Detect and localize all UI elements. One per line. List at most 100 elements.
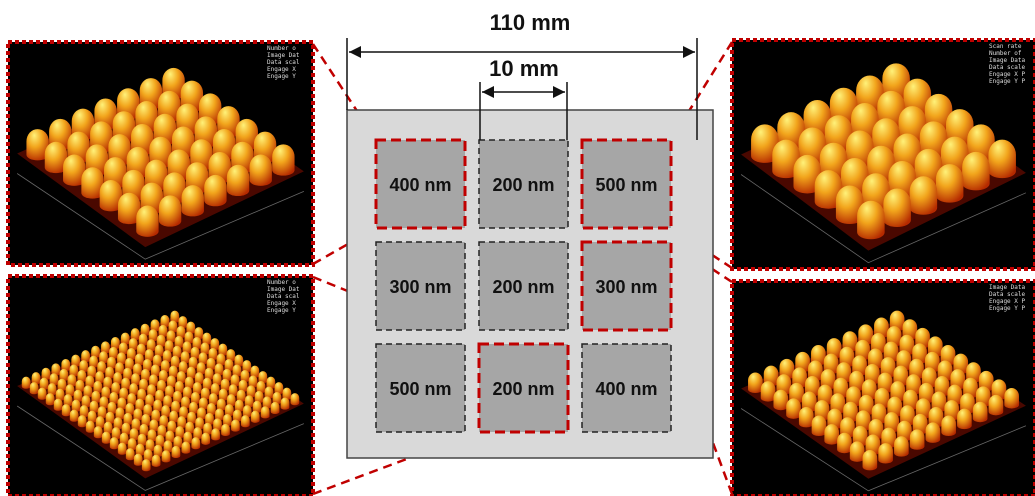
pillar xyxy=(251,411,260,423)
scan-info: Number o xyxy=(267,279,296,286)
pillar xyxy=(799,407,814,427)
afm-panel: Image DataData scaleEngage X PEngage Y P xyxy=(732,281,1035,496)
scan-info: Number o xyxy=(267,45,296,52)
pillar xyxy=(126,448,135,460)
pillar xyxy=(94,426,103,438)
pillar xyxy=(191,437,200,449)
pillar xyxy=(152,455,161,467)
pillar xyxy=(38,388,47,400)
pillar xyxy=(837,433,852,453)
pillar xyxy=(62,404,71,416)
inner-dimension: 10 mm xyxy=(489,56,559,81)
scan-info: Engage X P xyxy=(989,298,1026,305)
cell-label: 300 nm xyxy=(595,277,657,297)
scan-info: Engage X xyxy=(267,300,296,307)
scan-info: Image Dat xyxy=(267,52,300,59)
pillar xyxy=(110,437,119,449)
scan-info: Data scal xyxy=(267,293,300,300)
pillar xyxy=(134,454,143,466)
pillar xyxy=(231,419,240,431)
cell-label: 300 nm xyxy=(389,277,451,297)
afm-panel: Number oImage DatData scalEngage XEngage… xyxy=(8,276,313,496)
pillar xyxy=(973,402,988,422)
pillar xyxy=(221,424,230,436)
pillar xyxy=(46,393,55,405)
pillar xyxy=(30,382,39,394)
pillar xyxy=(910,176,938,215)
pillar xyxy=(241,415,250,427)
scan-info: Engage Y xyxy=(267,73,296,80)
pillar xyxy=(201,433,210,445)
scan-info: Image Dat xyxy=(267,286,300,293)
pillar xyxy=(281,397,290,409)
scan-info: Data scal xyxy=(267,59,300,66)
scan-info: Image Data xyxy=(989,57,1026,64)
pillar xyxy=(748,373,763,393)
pillar xyxy=(204,175,226,206)
cell-label: 500 nm xyxy=(595,175,657,195)
pillar xyxy=(182,185,204,216)
pillar xyxy=(878,443,893,463)
cell-label: 200 nm xyxy=(492,175,554,195)
pillar xyxy=(989,395,1004,415)
scan-info: Image Data xyxy=(989,284,1026,291)
scan-info: Data scale xyxy=(989,64,1026,71)
pillar xyxy=(894,436,909,456)
pillar xyxy=(22,377,31,389)
pillar xyxy=(883,189,911,228)
pillar xyxy=(182,441,191,453)
pillar xyxy=(211,428,220,440)
scan-info: Engage X xyxy=(267,66,296,73)
pillar xyxy=(910,429,925,449)
pillar xyxy=(136,206,158,237)
pillar xyxy=(172,446,181,458)
pillar xyxy=(936,164,964,203)
cell-label: 400 nm xyxy=(389,175,451,195)
scan-info: Scan rate xyxy=(989,43,1022,50)
pillar xyxy=(118,443,127,455)
pillar xyxy=(773,390,788,410)
pillar xyxy=(250,155,272,186)
cell-grid: 400 nm 200 nm 500 nm 300 nm 200 nm 300 nm 500 … xyxy=(376,140,671,432)
pillar xyxy=(824,424,839,444)
pillar xyxy=(86,421,95,433)
pillar xyxy=(988,140,1016,179)
pillar xyxy=(162,450,171,462)
pillar xyxy=(850,441,865,461)
pillar xyxy=(857,201,885,240)
pillar xyxy=(786,398,801,418)
pillar xyxy=(54,399,63,411)
afm-panel: Scan rateNumber ofImage DataData scaleEn… xyxy=(732,40,1035,269)
pillar xyxy=(272,144,294,175)
pillar xyxy=(78,415,87,427)
pillar xyxy=(1004,388,1019,408)
pillar xyxy=(926,422,941,442)
pillar xyxy=(227,165,249,196)
scan-info: Engage Y P xyxy=(989,78,1026,85)
pillar xyxy=(761,381,776,401)
scan-info: Engage Y xyxy=(267,307,296,314)
pillar xyxy=(291,393,300,405)
cell-label: 200 nm xyxy=(492,379,554,399)
cell-label: 200 nm xyxy=(492,277,554,297)
scan-info: Number of xyxy=(989,50,1022,57)
outer-dimension: 110 mm xyxy=(490,10,571,35)
scan-info: Engage X P xyxy=(989,71,1026,78)
pillar xyxy=(957,409,972,429)
cell-label: 400 nm xyxy=(595,379,657,399)
pillar xyxy=(271,402,280,414)
pillar xyxy=(941,416,956,436)
pillar xyxy=(159,195,181,226)
cell-label: 500 nm xyxy=(389,379,451,399)
pillar xyxy=(70,410,79,422)
pillar xyxy=(962,152,990,191)
scan-info: Data scale xyxy=(989,291,1026,298)
pillar xyxy=(812,416,827,436)
pillar xyxy=(261,406,270,418)
scan-info: Engage Y P xyxy=(989,305,1026,312)
pillar xyxy=(142,459,151,471)
pillar xyxy=(102,432,111,444)
afm-panel: Number oImage DatData scalEngage XEngage… xyxy=(8,42,313,265)
figure: Number oImage DatData scalEngage XEngage… xyxy=(0,0,1035,496)
pillar xyxy=(863,450,878,470)
